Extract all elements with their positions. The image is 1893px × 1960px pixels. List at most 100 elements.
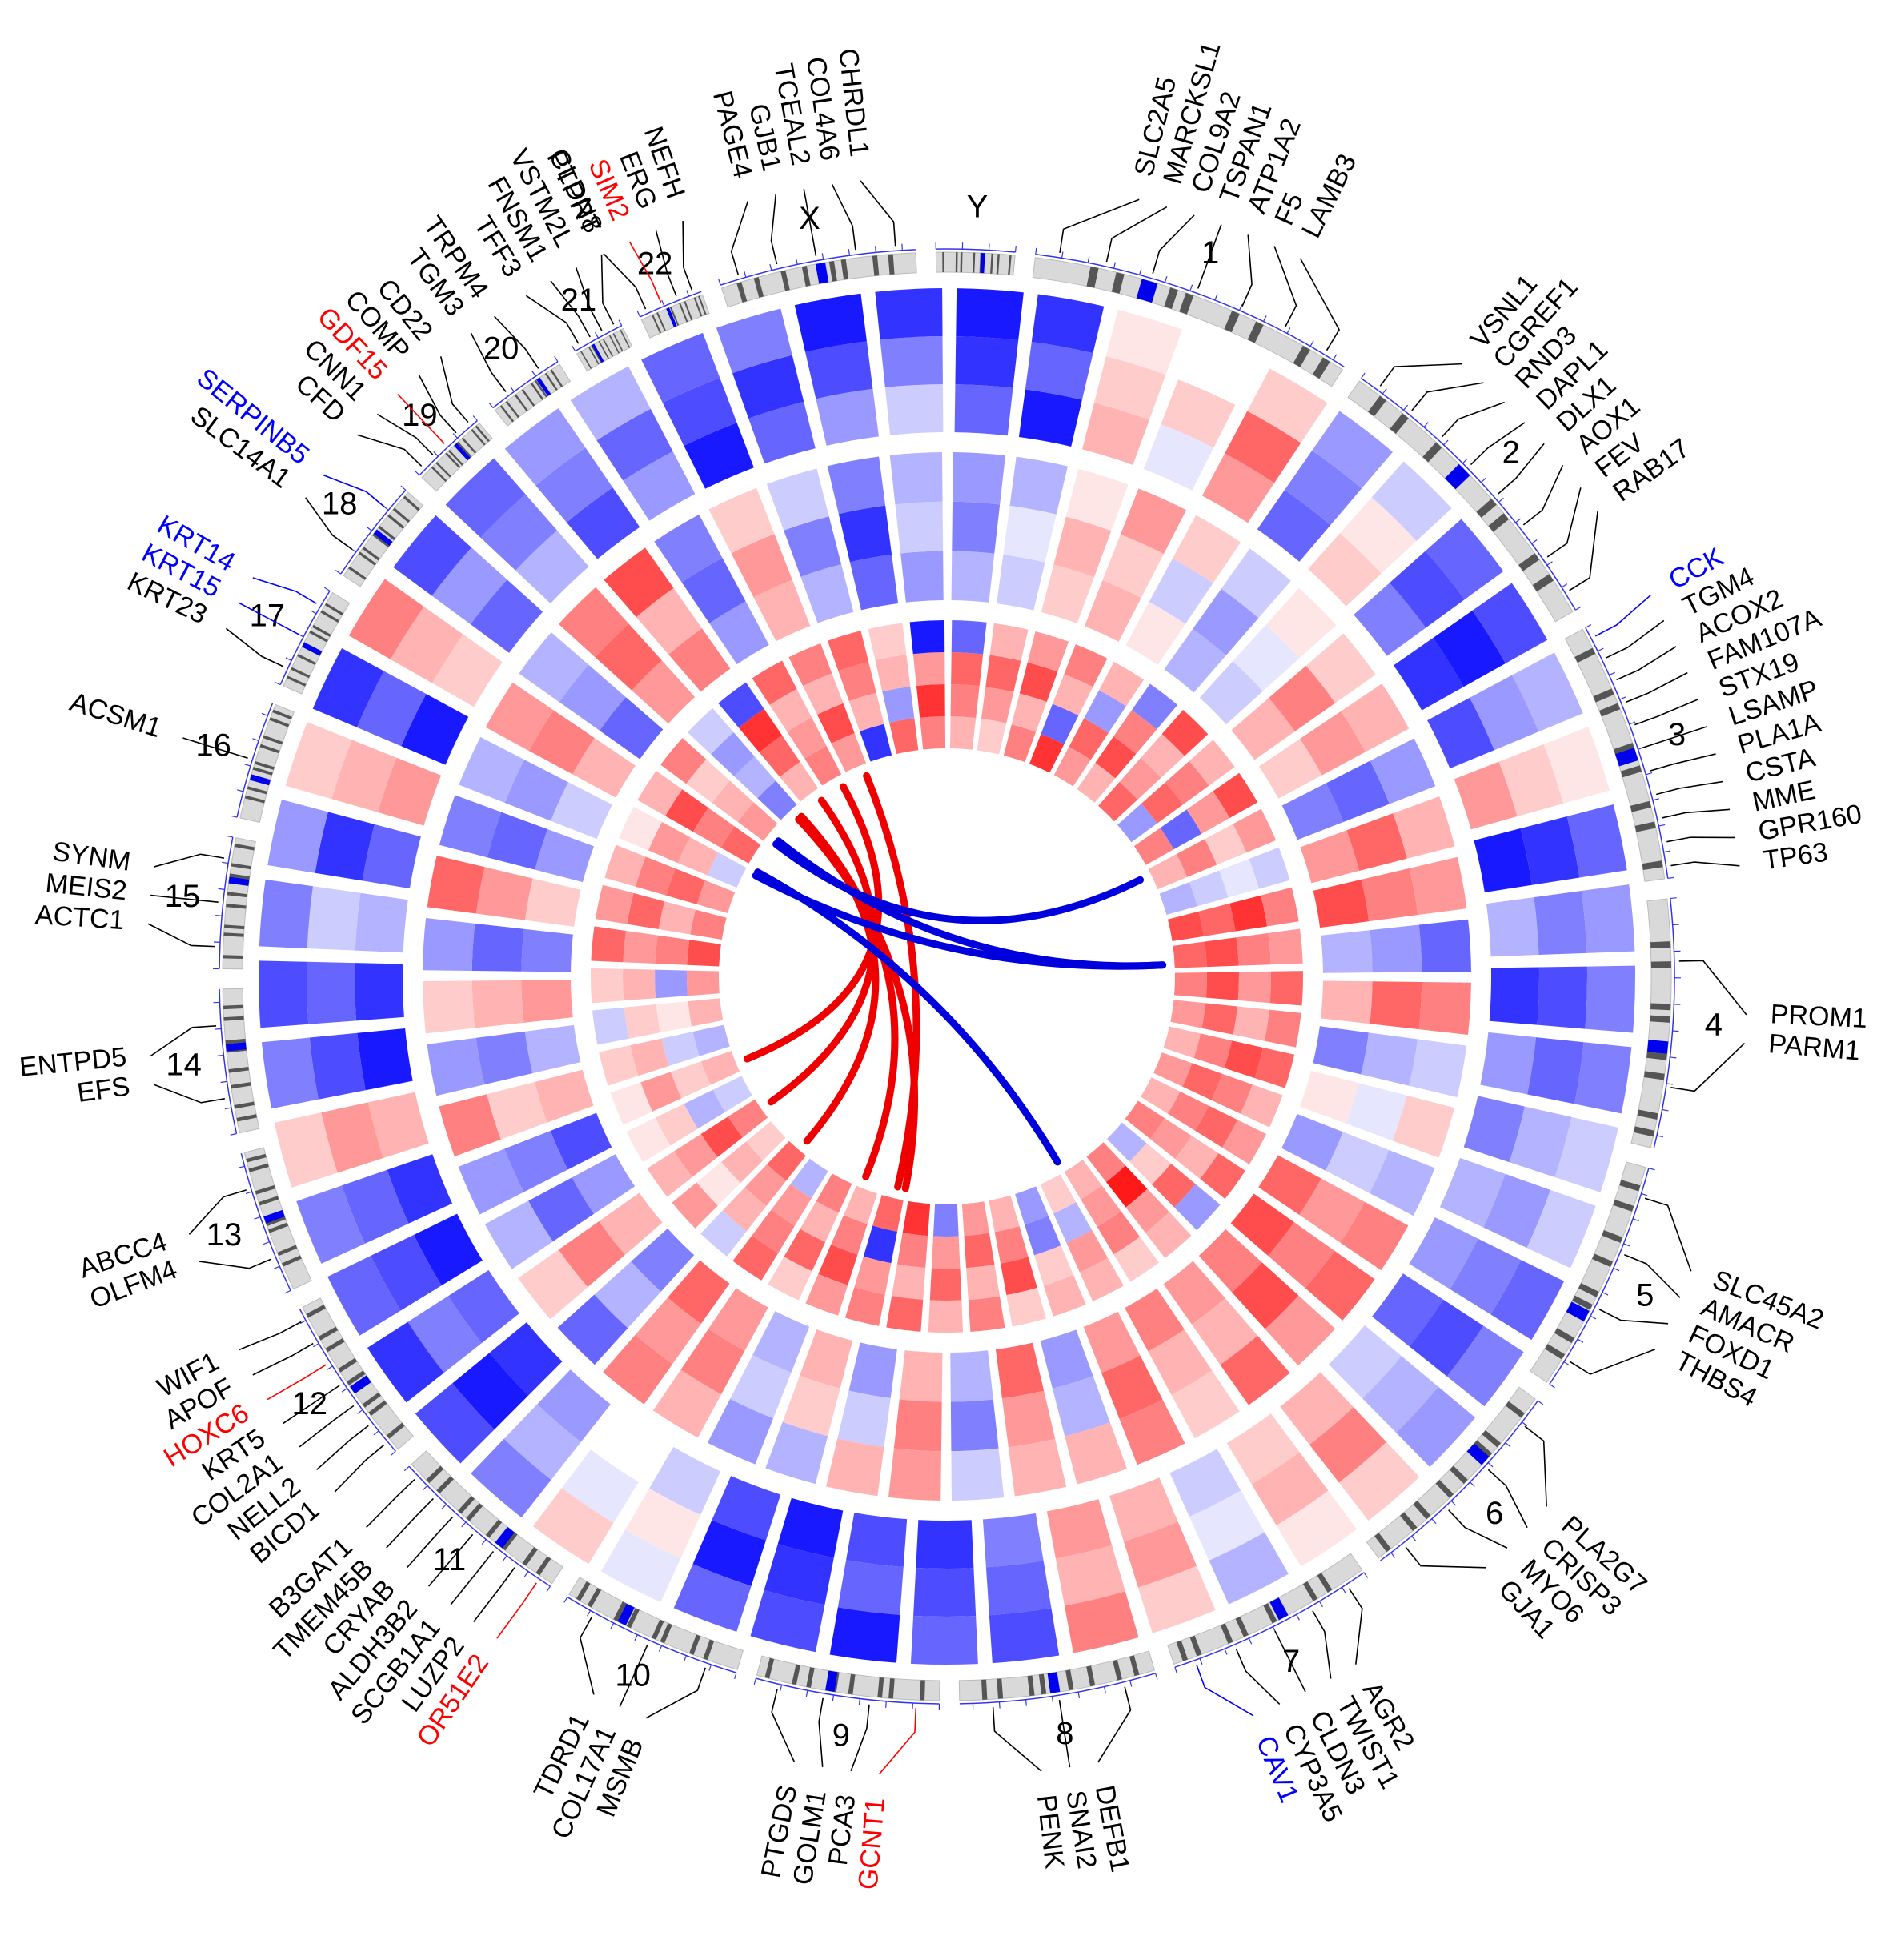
heatmap-cell: [1143, 424, 1214, 491]
scale-tick: [683, 1655, 687, 1662]
cytoband: [1518, 553, 1540, 571]
gene-connector: [1624, 1253, 1681, 1298]
heatmap-cell: [423, 917, 475, 971]
cytoband: [576, 1581, 591, 1601]
scale-tick: [238, 1165, 245, 1168]
scale-tick: [805, 1690, 808, 1697]
cytoband: [522, 1546, 538, 1566]
cytoband: [1476, 499, 1497, 518]
heatmap-cell: [920, 716, 946, 750]
chromosome-2: 2: [1347, 372, 1582, 623]
heatmap-cell: [604, 844, 646, 887]
cytoband: [435, 462, 451, 478]
heatmap-cell: [471, 980, 524, 1028]
heatmap-cell: [818, 1245, 858, 1285]
centromere: [1445, 463, 1470, 490]
heatmap-cell: [910, 1615, 978, 1665]
heatmap-cell: [1084, 580, 1141, 642]
gene-labels: SLC2A5MARCKSL1COL9A2TSPAN1ATP1A2F5LAMB3V…: [18, 38, 1868, 1891]
scale-tick: [1382, 388, 1387, 395]
heatmap-cell: [674, 1133, 718, 1177]
heatmap-cell: [1041, 564, 1094, 624]
heatmap-cell: [525, 878, 581, 927]
chromosome-16: 16: [195, 703, 295, 824]
scale-tick: [441, 1504, 447, 1509]
cytoband: [792, 1664, 801, 1685]
heatmap-cell: [1450, 1238, 1522, 1315]
heatmap-cell: [707, 1398, 774, 1465]
heatmap-cell: [1141, 782, 1184, 824]
gene-connector: [418, 375, 457, 434]
heatmap-cell: [692, 1520, 766, 1586]
heatmap-cell: [752, 1311, 810, 1373]
cytoband: [1038, 1673, 1047, 1695]
cytoband: [325, 1337, 345, 1353]
scale-tick: [1296, 1614, 1300, 1621]
heatmap-cell: [665, 789, 708, 832]
heatmap-cell: [929, 1268, 962, 1301]
heatmap-cell: [800, 563, 854, 623]
cytoband: [1634, 821, 1656, 832]
scale-tick: [1361, 372, 1366, 379]
heatmap-cell: [1192, 1298, 1258, 1365]
heatmap-cell: [1219, 859, 1259, 898]
chromosome-4: 4: [1630, 897, 1723, 1149]
heatmap-cell: [475, 1031, 533, 1085]
scale-axis: [720, 249, 916, 286]
scale-axis: [1035, 254, 1345, 368]
cytoband: [223, 1016, 244, 1021]
heatmap-cell: [700, 1210, 747, 1257]
heatmap-cell: [640, 1072, 682, 1112]
scale-tick: [1667, 876, 1674, 879]
scale-tick: [222, 861, 229, 864]
heatmap-cell: [951, 652, 984, 687]
cytoband: [620, 329, 631, 348]
heatmap-cell: [331, 740, 397, 812]
cytoband: [1235, 1617, 1249, 1637]
heatmap-cell: [1189, 740, 1235, 786]
scale-tick: [610, 1622, 615, 1629]
heatmap-cell: [692, 1024, 730, 1056]
heatmap-cell: [1389, 551, 1465, 628]
heatmap-cell: [888, 1448, 941, 1501]
heatmap-cell: [535, 447, 613, 523]
cytoband: [1176, 1640, 1189, 1661]
heatmap-cell: [1483, 1173, 1551, 1249]
centromere: [1047, 1672, 1061, 1693]
heatmap-cell: [831, 733, 866, 772]
heatmap-cell: [401, 694, 469, 765]
gene-connector: [1606, 619, 1665, 659]
heatmap-cell: [415, 1383, 495, 1464]
gene-connector: [645, 1667, 707, 1719]
heatmap-cell: [504, 1131, 568, 1192]
heatmap-cell: [661, 1032, 700, 1067]
scale-tick: [848, 249, 851, 256]
heatmap-cell: [1082, 403, 1149, 465]
heatmap-cell: [982, 1513, 1044, 1568]
cytoband: [1317, 1573, 1333, 1593]
heatmap-cell: [1261, 887, 1299, 927]
gene-connector: [154, 853, 225, 868]
heatmap-cell: [1265, 1295, 1336, 1366]
heatmap-cell: [1339, 497, 1417, 574]
scale-tick: [218, 888, 225, 890]
cytoband: [1312, 357, 1330, 379]
heatmap-cell: [312, 647, 384, 727]
cytoband: [403, 495, 420, 511]
heatmap-cell: [572, 737, 636, 798]
scale-tick: [1561, 583, 1568, 588]
gene-connector: [1626, 671, 1688, 703]
scale-tick: [753, 1677, 756, 1685]
heatmap-cell: [1346, 1083, 1407, 1141]
heatmap-cell: [889, 452, 943, 505]
chromosome-label: 10: [615, 1658, 651, 1693]
heatmap-cell: [648, 821, 691, 864]
cytoband: [996, 254, 1000, 275]
heatmap-cell: [771, 1184, 812, 1226]
chromosome-label: 7: [1282, 1644, 1300, 1679]
gene-connector: [1524, 1425, 1547, 1507]
cytoband: [652, 1619, 664, 1640]
heatmap-cell: [285, 722, 352, 800]
